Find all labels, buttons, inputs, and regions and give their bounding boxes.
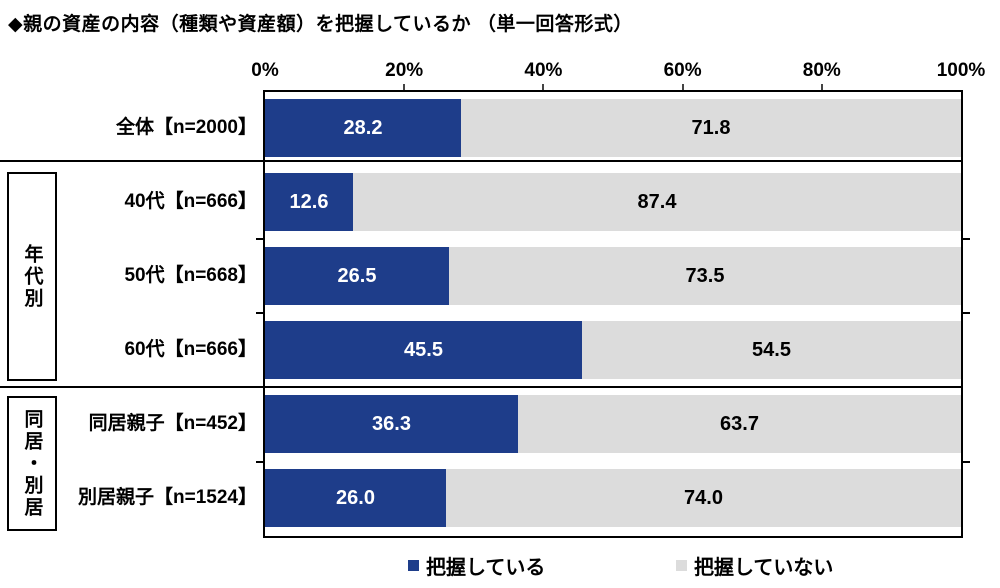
bar-segment-aware (265, 321, 582, 379)
bar-segment-aware (265, 99, 461, 157)
bar-value-not-aware: 87.4 (637, 191, 677, 213)
category-tick-mark (256, 461, 263, 463)
bar-segment-aware (265, 469, 446, 527)
category-label: 60代【n=666】 (124, 339, 257, 360)
category-tick-mark (256, 312, 263, 314)
bar-value-aware: 26.0 (336, 487, 375, 509)
x-axis-tick-mark (681, 84, 684, 90)
x-axis-tick-label: 100% (936, 60, 986, 81)
bar-value-not-aware: 71.8 (691, 117, 731, 139)
bar-value-aware: 36.3 (372, 413, 411, 435)
x-axis-tick-mark (542, 84, 545, 90)
category-tick-mark (256, 238, 263, 240)
legend-swatch-aware (408, 559, 419, 571)
bar-value-aware: 26.5 (337, 265, 377, 287)
bar-value-not-aware: 63.7 (720, 413, 759, 435)
bar-value-not-aware: 74.0 (684, 487, 723, 509)
bar-segment-not-aware (461, 99, 961, 157)
legend-item: 把握している (408, 552, 546, 579)
x-axis-tick-mark (403, 84, 406, 90)
bar-segment-aware (265, 247, 449, 305)
bar-segment-not-aware (582, 321, 961, 379)
group-label-living: 同居・別居 (21, 408, 43, 519)
bar-value-not-aware: 54.5 (752, 339, 791, 361)
x-axis-tick-mark (820, 84, 823, 90)
bar-segment-aware (265, 173, 353, 231)
legend-label: 把握していない (694, 556, 834, 579)
category-label: 別居親子【n=1524】 (78, 487, 257, 508)
bar-segment-aware (265, 395, 518, 453)
x-axis-tick-label: 40% (524, 60, 563, 81)
group-separator-line (0, 160, 963, 162)
legend-label: 把握している (426, 556, 546, 579)
bar-value-aware: 45.5 (404, 339, 443, 361)
group-box-living: 同居・別居 (7, 396, 57, 531)
category-tick-mark (963, 461, 970, 463)
group-label-age: 年代別 (21, 243, 43, 310)
group-separator-line (0, 386, 963, 388)
category-tick-mark (963, 312, 970, 314)
bar-segment-not-aware (446, 469, 961, 527)
x-axis-tick-label: 80% (802, 60, 841, 81)
bar-segment-not-aware (353, 173, 961, 231)
legend-swatch-not-aware (676, 559, 687, 571)
plot-area-border (263, 90, 963, 538)
chart-title: ◆親の資産の内容（種類や資産額）を把握しているか （単一回答形式） (8, 14, 633, 35)
bar-segment-not-aware (518, 395, 961, 453)
x-axis-tick-label: 60% (663, 60, 702, 81)
category-label: 全体【n=2000】 (116, 117, 257, 138)
category-label: 同居親子【n=452】 (88, 413, 257, 434)
bar-value-aware: 12.6 (289, 191, 329, 213)
x-axis-tick-label: 0% (251, 60, 279, 81)
bar-segment-not-aware (449, 247, 961, 305)
bar-value-aware: 28.2 (343, 117, 383, 139)
x-axis-tick-label: 20% (385, 60, 424, 81)
bar-value-not-aware: 73.5 (685, 265, 725, 287)
category-label: 50代【n=668】 (124, 265, 257, 286)
category-tick-mark (963, 238, 970, 240)
group-box-age: 年代別 (7, 172, 57, 381)
category-label: 40代【n=666】 (124, 191, 257, 212)
legend-item: 把握していない (676, 552, 834, 579)
